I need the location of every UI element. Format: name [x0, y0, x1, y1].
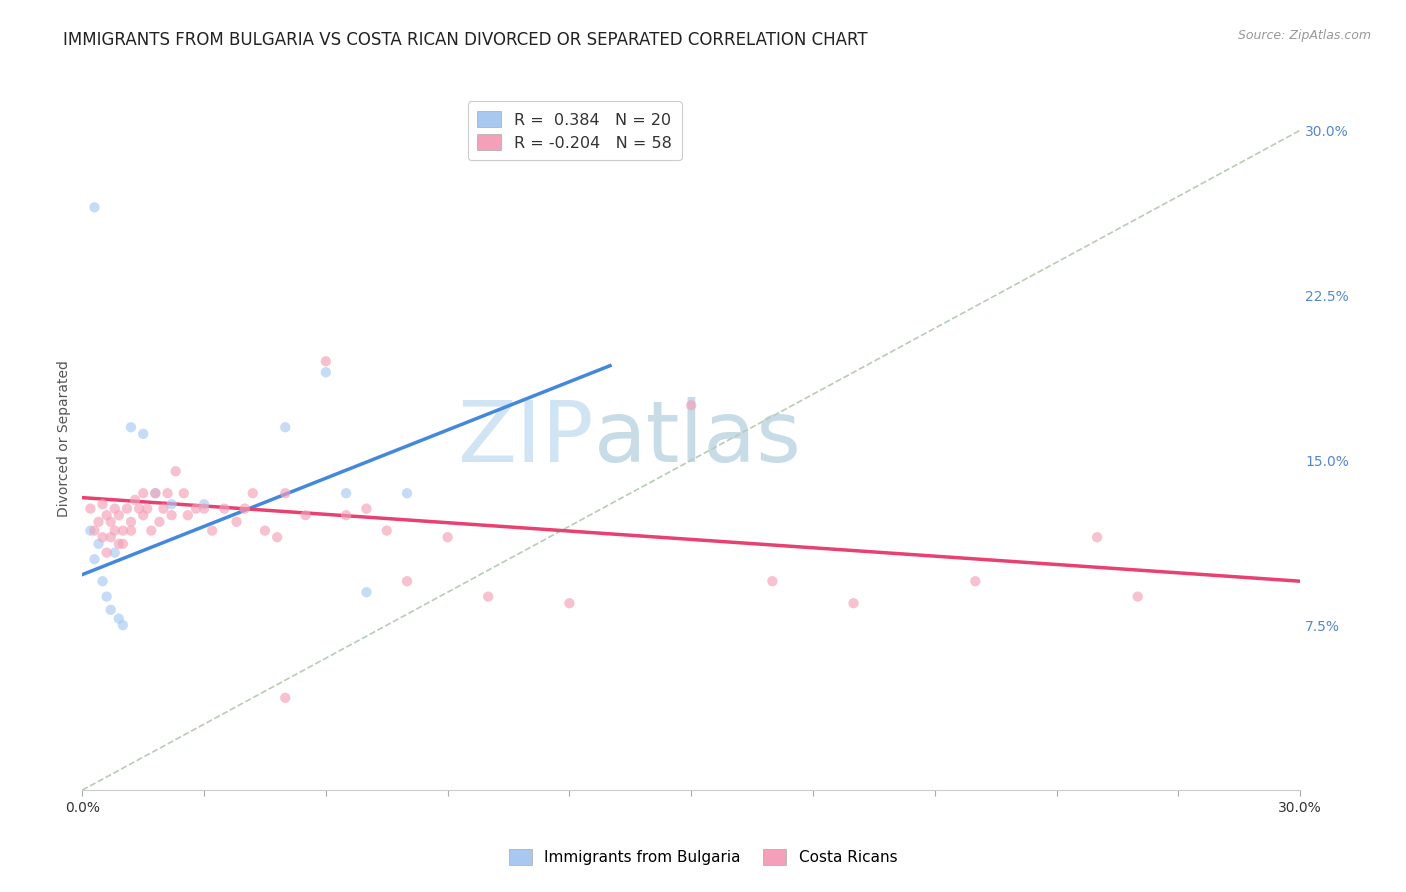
Point	[108, 508, 131, 523]
Point	[111, 537, 134, 551]
Point	[120, 524, 142, 538]
Point	[356, 585, 378, 599]
Point	[141, 524, 163, 538]
Point	[184, 501, 207, 516]
Point	[201, 524, 224, 538]
Point	[225, 515, 247, 529]
Point	[436, 530, 458, 544]
Point	[100, 603, 122, 617]
Point	[120, 515, 142, 529]
Point	[91, 530, 114, 544]
Point	[266, 530, 288, 544]
Point	[108, 611, 131, 625]
Point	[156, 486, 179, 500]
Point	[477, 590, 499, 604]
Point	[111, 618, 134, 632]
Point	[395, 574, 418, 589]
Point	[120, 420, 142, 434]
Point	[173, 486, 195, 500]
Point	[214, 501, 236, 516]
Point	[128, 501, 150, 516]
Point	[136, 501, 159, 516]
Point	[253, 524, 276, 538]
Legend: Immigrants from Bulgaria, Costa Ricans: Immigrants from Bulgaria, Costa Ricans	[503, 843, 903, 871]
Point	[395, 486, 418, 500]
Text: Source: ZipAtlas.com: Source: ZipAtlas.com	[1237, 29, 1371, 42]
Point	[242, 486, 264, 500]
Point	[96, 546, 118, 560]
Point	[104, 546, 127, 560]
Point	[177, 508, 200, 523]
Point	[842, 596, 865, 610]
Legend: R =  0.384   N = 20, R = -0.204   N = 58: R = 0.384 N = 20, R = -0.204 N = 58	[468, 102, 682, 160]
Point	[111, 524, 134, 538]
Point	[1085, 530, 1108, 544]
Point	[193, 497, 215, 511]
Point	[115, 501, 138, 516]
Point	[104, 524, 127, 538]
Point	[315, 365, 337, 379]
Point	[83, 524, 105, 538]
Point	[681, 398, 703, 412]
Point	[143, 486, 166, 500]
Point	[193, 501, 215, 516]
Point	[148, 515, 170, 529]
Point	[1126, 590, 1149, 604]
Point	[965, 574, 987, 589]
Point	[132, 486, 155, 500]
Point	[79, 501, 101, 516]
Text: ZIP: ZIP	[457, 397, 593, 480]
Point	[108, 537, 131, 551]
Point	[761, 574, 783, 589]
Point	[335, 486, 357, 500]
Text: atlas: atlas	[593, 397, 801, 480]
Point	[274, 690, 297, 705]
Point	[375, 524, 398, 538]
Point	[160, 508, 183, 523]
Point	[96, 508, 118, 523]
Point	[160, 497, 183, 511]
Point	[233, 501, 256, 516]
Text: IMMIGRANTS FROM BULGARIA VS COSTA RICAN DIVORCED OR SEPARATED CORRELATION CHART: IMMIGRANTS FROM BULGARIA VS COSTA RICAN …	[63, 31, 868, 49]
Point	[132, 508, 155, 523]
Point	[96, 590, 118, 604]
Point	[165, 464, 187, 478]
Point	[143, 486, 166, 500]
Point	[83, 200, 105, 214]
Point	[79, 524, 101, 538]
Point	[356, 501, 378, 516]
Point	[124, 492, 146, 507]
Point	[558, 596, 581, 610]
Point	[132, 426, 155, 441]
Point	[315, 354, 337, 368]
Point	[104, 501, 127, 516]
Point	[83, 552, 105, 566]
Point	[274, 420, 297, 434]
Point	[100, 530, 122, 544]
Point	[87, 537, 110, 551]
Point	[91, 574, 114, 589]
Point	[100, 515, 122, 529]
Point	[274, 486, 297, 500]
Point	[335, 508, 357, 523]
Point	[91, 497, 114, 511]
Point	[294, 508, 316, 523]
Y-axis label: Divorced or Separated: Divorced or Separated	[58, 359, 72, 516]
Point	[152, 501, 174, 516]
Point	[87, 515, 110, 529]
